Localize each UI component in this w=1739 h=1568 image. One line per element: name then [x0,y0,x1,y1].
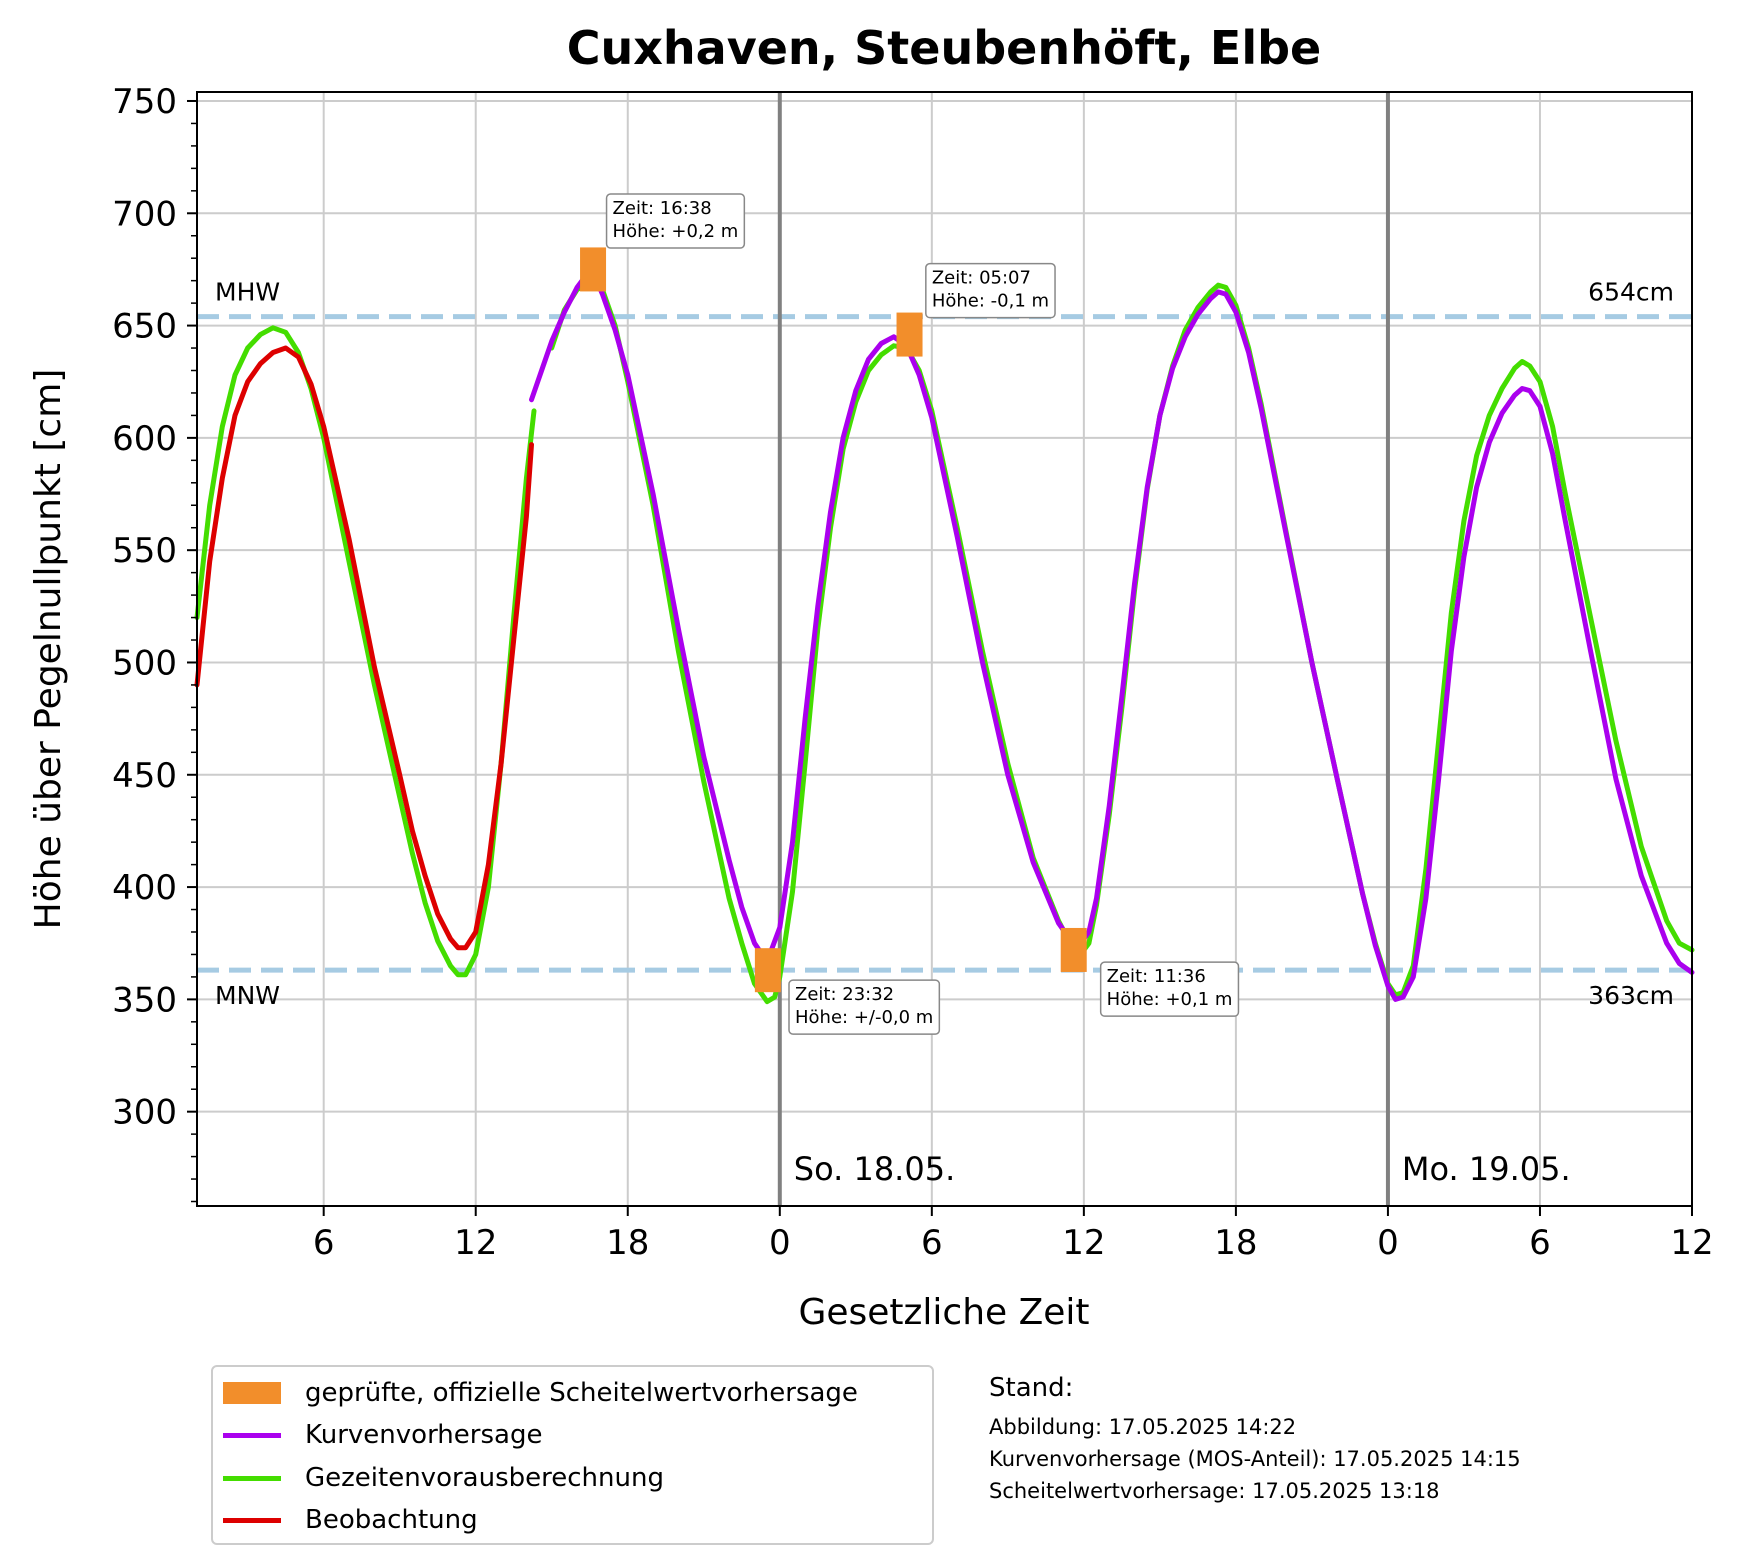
stand-info: Stand: Abbildung: 17.05.2025 14:22 Kurve… [989,1373,1521,1507]
stand-scheitelwertvorhersage: Scheitelwertvorhersage: 17.05.2025 13:18 [989,1479,1440,1503]
series-lines [194,271,1695,1005]
x-tick-label: 12 [1062,1223,1105,1263]
x-tick-label: 0 [769,1223,791,1263]
legend-item-kurvenvorhersage: Kurvenvorhersage [223,1415,542,1455]
x-tick-label: 6 [313,1223,335,1263]
annotation-box [605,193,746,249]
annotation-box [788,979,941,1035]
legend-swatch-gezeitenvorausberechnung [223,1475,281,1481]
x-tick-label: 6 [1529,1223,1551,1263]
annotation-time: Zeit: 23:32 [795,984,894,1005]
legend-label-gezeitenvorausberechnung: Gezeitenvorausberechnung [305,1463,664,1493]
reference-right-label: 654cm [1588,278,1674,307]
stand-abbildung: Abbildung: 17.05.2025 14:22 [989,1415,1297,1439]
peak-marker [896,312,923,357]
series-line [194,325,537,978]
x-tick-label: 12 [1670,1223,1713,1263]
y-tick-label: 700 [112,194,177,234]
x-tick-label: 18 [1214,1223,1257,1263]
axis-ticks: 300 350 400 450 500 550 600 650 700 750 6 12 18 0 6 12 1… [112,82,1714,1263]
stand-title: Stand: [989,1373,1074,1403]
legend-item-beobachtung: Beobachtung [223,1500,478,1540]
day-marker-label: Mo. 19.05. [1402,1150,1571,1188]
annotation-time: Zeit: 11:36 [1107,966,1206,987]
y-tick-label: 450 [112,756,177,796]
day-marker-label: So. 18.05. [794,1150,955,1188]
series-line [529,271,1695,1002]
annotation-time: Zeit: 16:38 [613,198,712,219]
plot-frame [196,91,1693,1207]
legend-label-kurvenvorhersage: Kurvenvorhersage [305,1420,543,1450]
x-tick-label: 0 [1377,1223,1399,1263]
x-tick-label: 6 [921,1223,943,1263]
y-axis-label: Höhe über Pegelnullpunkt [cm] [28,369,69,930]
peak-marker [580,247,607,292]
x-tick-label: 18 [606,1223,649,1263]
legend-label-scheitelwert: geprüfte, offizielle Scheitelwertvorhers… [305,1378,858,1408]
peak-marker [1060,927,1087,972]
annotation-time: Zeit: 05:07 [932,268,1031,289]
x-tick-label: 12 [454,1223,497,1263]
annotation-height: Höhe: +0,2 m [613,221,739,242]
day-markers: So. 18.05. Mo. 19.05. [777,92,1571,1206]
series-line [194,345,534,951]
peak-marker [754,948,781,993]
legend-swatch-beobachtung [223,1517,281,1523]
legend-swatch-kurvenvorhersage [223,1432,281,1438]
y-tick-label: 650 [112,307,177,347]
legend-label-beobachtung: Beobachtung [305,1505,478,1535]
y-tick-label: 500 [112,643,177,683]
reference-left-label: MNW [215,981,280,1010]
reference-lines: MHW 654cm MNW 363cm [197,278,1692,1010]
legend-item-scheitelwert: geprüfte, offizielle Scheitelwertvorhers… [223,1373,858,1413]
y-tick-label: 600 [112,419,177,459]
y-tick-label: 350 [112,980,177,1020]
x-axis-label: Gesetzliche Zeit [798,1292,1089,1333]
y-tick-label: 400 [112,868,177,908]
y-tick-label: 750 [112,82,177,122]
y-tick-label: 300 [112,1093,177,1133]
reference-left-label: MHW [215,278,280,307]
annotation-height: Höhe: +/-0,0 m [795,1007,933,1028]
annotation-height: Höhe: -0,1 m [932,291,1049,312]
annotation-box [1099,961,1240,1017]
reference-right-label: 363cm [1588,981,1674,1010]
grid-lines [197,92,1692,1206]
legend-swatch-scheitelwert [223,1382,281,1404]
legend: geprüfte, offizielle Scheitelwertvorhers… [211,1365,934,1545]
legend-item-gezeitenvorausberechnung: Gezeitenvorausberechnung [223,1458,664,1498]
y-tick-label: 550 [112,531,177,571]
stand-kurvenvorhersage: Kurvenvorhersage (MOS-Anteil): 17.05.202… [989,1447,1521,1471]
annotation-height: Höhe: +0,1 m [1107,989,1233,1010]
annotation-box [925,262,1056,319]
chart-title: Cuxhaven, Steubenhöft, Elbe [567,21,1322,75]
